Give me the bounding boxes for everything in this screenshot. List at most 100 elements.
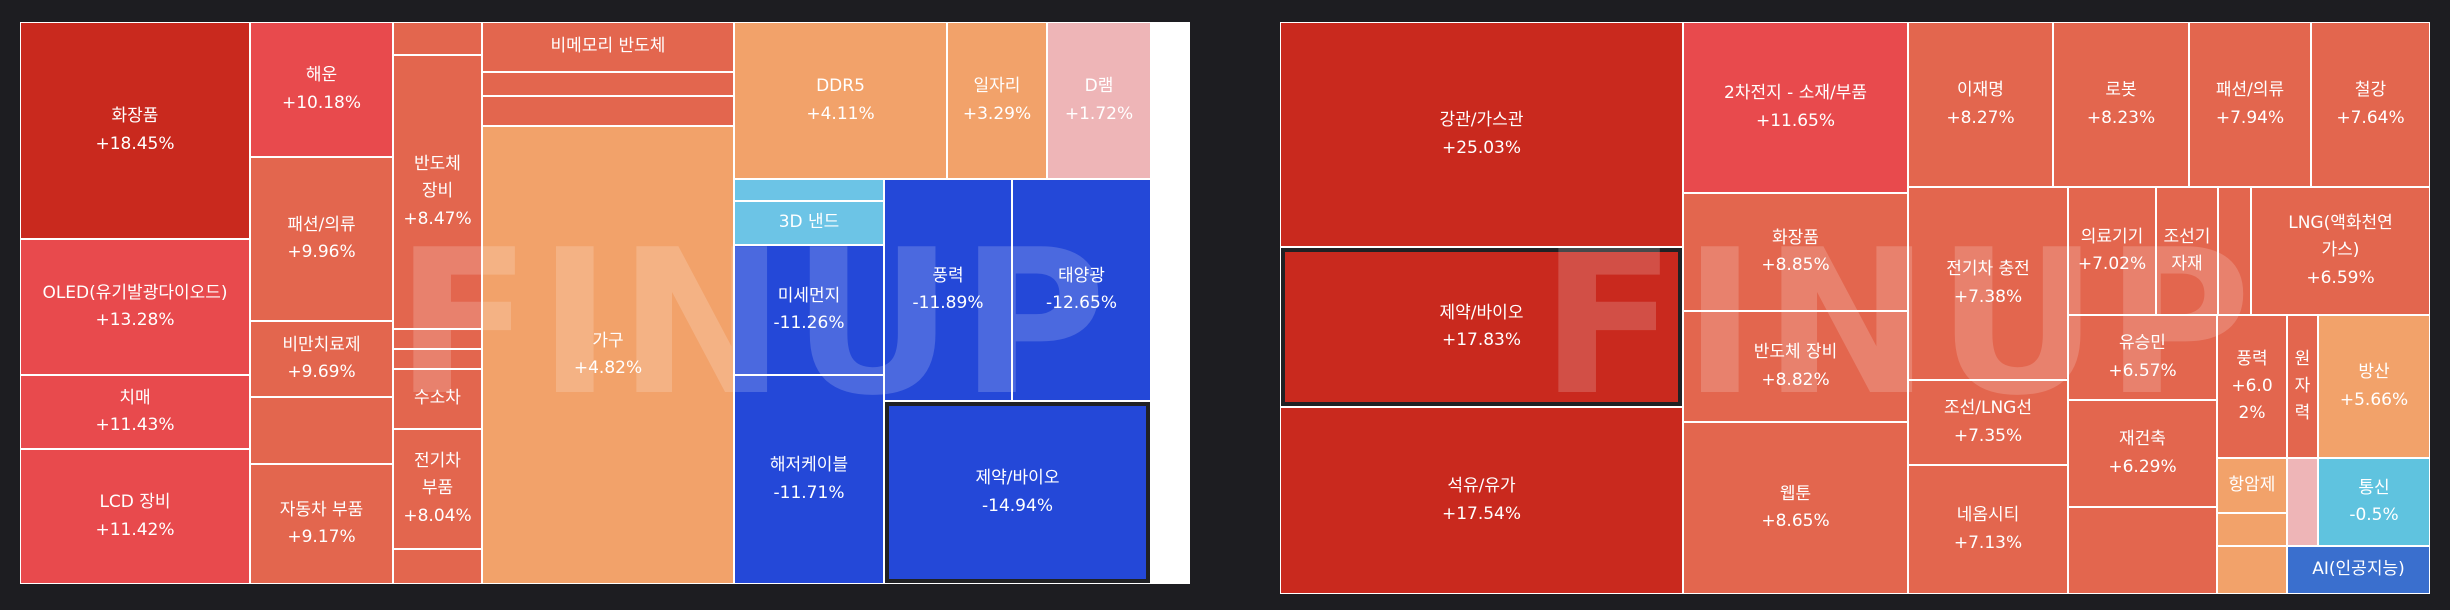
treemap-tile[interactable]: 반도체 장비 +8.82% [1683,311,1908,422]
treemap-tile[interactable]: OLED(유기발광다이오드) +13.28% [20,239,250,375]
tile-value: +11.65% [1755,110,1836,131]
treemap-tile[interactable]: LNG(액화천연 가스) +6.59% [2251,187,2430,315]
tile-value: +7.38% [1953,286,2023,307]
treemap-tile[interactable]: 화장품 +18.45% [20,22,250,239]
treemap-tile[interactable]: 이재명 +8.27% [1908,22,2053,187]
tile-value: +13.28% [95,310,175,330]
treemap-tile[interactable]: 제약/바이오 -14.94% [884,401,1151,584]
treemap-tile[interactable]: D램 +1.72% [1047,22,1151,179]
tile-label: 비만치료제 [282,334,361,355]
treemap-tile[interactable]: 비메모리 반도체 [482,22,734,72]
tile-label: 네옴시티 [1956,505,2020,526]
treemap-tile[interactable]: 원 자 력 [2287,315,2318,458]
treemap-tile[interactable]: 석유/유가 +17.54% [1280,407,1683,594]
treemap-tile[interactable]: 패션/의류 +7.94% [2189,22,2311,187]
tile-label: 화장품 [111,106,159,127]
treemap-tile-unlabeled[interactable] [2217,546,2287,594]
treemap-tile[interactable]: 전기차 부품 +8.04% [393,429,482,549]
tile-label: 풍력 [2236,348,2268,369]
treemap-tile[interactable]: 재건축 +6.29% [2068,400,2217,507]
treemap-tile[interactable]: 풍력 -11.89% [884,179,1012,401]
tile-label: 자동차 부품 [279,499,364,520]
tile-label: 해운 [305,65,338,86]
tile-label: 전기차 부품 [414,451,461,499]
treemap-tile[interactable]: 가구 +4.82% [482,126,734,584]
treemap-tile[interactable]: 네옴시티 +7.13% [1908,465,2068,594]
tile-label: 제약/바이오 [1439,302,1524,323]
treemap-tile[interactable]: 제약/바이오 +17.83% [1280,247,1683,407]
treemap-tile-unlabeled[interactable] [2287,458,2318,546]
tile-label: 가구 [592,330,624,351]
treemap-tile[interactable]: 치매 +11.43% [20,375,250,449]
tile-label: LCD 장비 [99,492,171,513]
treemap-tile-unlabeled[interactable] [2218,187,2251,315]
tile-value: -0.5% [2349,505,2399,525]
treemap-tile[interactable]: 3D 낸드 [734,201,884,245]
tile-label: DDR5 [816,76,865,97]
tile-value: +7.94% [2215,107,2285,128]
tile-label: 태양광 [1058,265,1105,286]
treemap-tile[interactable]: 조선/LNG선 +7.35% [1908,380,2068,465]
tile-label: 비메모리 반도체 [550,36,666,57]
tile-label: 원 자 력 [2294,348,2311,424]
tile-label: 반도체 장비 [1753,342,1838,363]
treemap-tile[interactable]: 비만치료제 +9.69% [250,321,393,397]
tile-value: +6.0 2% [2231,375,2273,424]
treemap-tile[interactable]: LCD 장비 +11.42% [20,449,250,584]
treemap-tile[interactable]: DDR5 +4.11% [734,22,947,179]
treemap-tile[interactable]: 의료기기 +7.02% [2068,187,2156,315]
treemap-tile[interactable]: 전기차 충전 +7.38% [1908,187,2068,380]
tile-label: 3D 낸드 [778,212,840,233]
treemap-tile-unlabeled[interactable] [482,72,734,96]
treemap-tile[interactable]: 방산 +5.66% [2318,315,2430,458]
treemap-tile[interactable]: 항암제 [2217,458,2287,513]
tile-value: +7.13% [1953,532,2023,553]
treemap-tile[interactable]: 일자리 +3.29% [947,22,1047,179]
treemap-tile[interactable]: 해저케이블 -11.71% [734,375,884,584]
tile-value: +9.96% [287,242,356,262]
tile-label: 의료기기 [2080,226,2144,247]
treemap-tile[interactable]: 통신 -0.5% [2318,458,2430,546]
tile-value: +6.29% [2108,456,2177,477]
treemap-tile[interactable]: 조선기 자재 [2156,187,2218,315]
tile-label: 이재명 [1957,80,2004,101]
treemap-tile-unlabeled[interactable] [393,329,482,349]
treemap-tile[interactable]: 강관/가스관 +25.03% [1280,22,1683,247]
treemap-tile-unlabeled[interactable] [734,179,884,201]
tile-label: 패션/의류 [2215,80,2285,101]
treemap-tile[interactable]: 태양광 -12.65% [1012,179,1151,401]
treemap-tile[interactable]: 반도체 장비 +8.47% [393,55,482,329]
tile-label: 일자리 [973,76,1021,97]
tile-label: 방산 [2358,362,2390,383]
treemap-tile-unlabeled[interactable] [482,96,734,126]
tile-value: +8.82% [1761,369,1830,390]
treemap-tile[interactable]: 로봇 +8.23% [2053,22,2189,187]
treemap-tile[interactable]: AI(인공지능) [2287,546,2430,594]
treemap-tile[interactable]: 철강 +7.64% [2311,22,2430,187]
treemap-tile[interactable]: 화장품 +8.85% [1683,193,1908,311]
treemap-tile[interactable]: 자동차 부품 +9.17% [250,464,393,584]
treemap-tile[interactable]: 2차전지 - 소재/부품 +11.65% [1683,22,1908,193]
tile-value: +25.03% [1441,137,1522,158]
tile-value: +11.42% [95,519,175,540]
treemap-tile[interactable]: 웹툰 +8.65% [1683,422,1908,594]
tile-label: 항암제 [2228,474,2276,495]
tile-value: +7.35% [1953,425,2023,446]
treemap-tile[interactable]: 패션/의류 +9.96% [250,157,393,321]
tile-label: D램 [1084,76,1114,97]
treemap-tile-unlabeled[interactable] [393,349,482,369]
treemap-tile-unlabeled[interactable] [250,397,393,464]
treemap-tile-unlabeled[interactable] [2068,507,2217,594]
treemap-tile[interactable]: 풍력 +6.0 2% [2217,315,2287,458]
tile-label: 유승민 [2119,333,2166,354]
treemap-tile[interactable]: 해운 +10.18% [250,22,393,157]
treemap-tile[interactable]: 수소차 [393,369,482,429]
tile-label: 강관/가스관 [1439,110,1524,131]
treemap-tile[interactable]: 미세먼지 -11.26% [734,245,884,375]
treemap-tile-unlabeled[interactable] [2217,513,2287,546]
treemap-tile-unlabeled[interactable] [393,549,482,584]
treemap-tile-unlabeled[interactable] [393,22,482,55]
treemap-tile[interactable]: 유승민 +6.57% [2068,315,2217,400]
tile-value: -11.71% [773,482,845,503]
tile-label: 통신 [2358,477,2390,498]
